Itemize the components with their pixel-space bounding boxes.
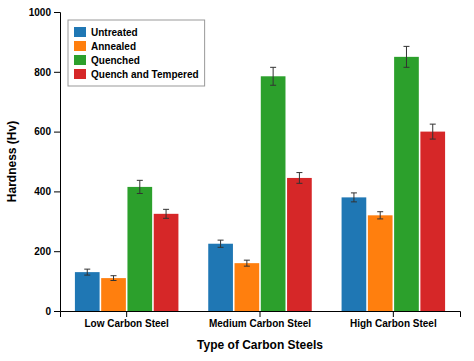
error-bar bbox=[218, 240, 224, 247]
y-axis: 0 200 400 600 800 1000 bbox=[29, 7, 61, 317]
x-tick-label: High Carbon Steel bbox=[350, 318, 437, 329]
legend-item: Untreated bbox=[74, 27, 138, 38]
y-tick-label: 400 bbox=[34, 186, 51, 197]
x-tick-mark bbox=[260, 311, 261, 317]
legend-label: Quenched bbox=[91, 55, 140, 66]
bar bbox=[287, 178, 312, 311]
error-bar bbox=[377, 212, 383, 219]
y-axis-line bbox=[54, 13, 61, 312]
y-tick: 600 bbox=[34, 126, 60, 137]
error-bar bbox=[244, 260, 250, 266]
legend-item: Quench and Tempered bbox=[74, 69, 199, 80]
series bbox=[75, 193, 366, 311]
error-bar bbox=[430, 124, 436, 139]
y-tick-mark bbox=[54, 191, 60, 192]
x-tick-label: Medium Carbon Steel bbox=[209, 318, 311, 329]
y-tick-mark bbox=[54, 12, 60, 13]
bar bbox=[342, 197, 367, 311]
bar bbox=[101, 278, 126, 311]
y-tick: 800 bbox=[34, 67, 60, 78]
plot: Low Carbon Steel Medium Carbon Steel High … bbox=[29, 7, 461, 329]
y-tick-mark bbox=[54, 251, 60, 252]
error-bar bbox=[403, 46, 409, 67]
legend-label: Quench and Tempered bbox=[91, 69, 199, 80]
legend-swatch bbox=[74, 55, 86, 65]
bar bbox=[154, 214, 179, 311]
error-bar bbox=[111, 276, 117, 281]
bar bbox=[127, 187, 152, 311]
legend-swatch bbox=[74, 69, 86, 79]
legend-label: Untreated bbox=[91, 27, 138, 38]
bar bbox=[235, 263, 260, 311]
x-tick-label: Low Carbon Steel bbox=[84, 318, 169, 329]
bar bbox=[75, 272, 100, 311]
y-tick-mark bbox=[54, 132, 60, 133]
y-tick-label: 0 bbox=[45, 306, 51, 317]
x-tick: Low Carbon Steel bbox=[84, 311, 169, 329]
error-bar bbox=[163, 209, 169, 218]
legend-item: Annealed bbox=[74, 41, 136, 52]
y-tick-label: 800 bbox=[34, 67, 51, 78]
error-bar bbox=[270, 67, 276, 85]
y-tick: 1000 bbox=[29, 7, 60, 18]
y-tick-label: 200 bbox=[34, 246, 51, 257]
legend-item: Quenched bbox=[74, 55, 140, 66]
error-bar bbox=[84, 269, 90, 275]
bar bbox=[394, 57, 419, 311]
x-axis: Low Carbon Steel Medium Carbon Steel High … bbox=[61, 311, 461, 329]
y-tick-label: 600 bbox=[34, 126, 51, 137]
bar bbox=[208, 244, 233, 311]
bar bbox=[261, 76, 286, 311]
error-bar bbox=[351, 193, 357, 202]
x-axis-line bbox=[61, 312, 461, 318]
y-tick: 200 bbox=[34, 246, 60, 257]
legend-frame bbox=[68, 20, 205, 86]
x-tick-mark bbox=[393, 311, 394, 317]
bar bbox=[368, 215, 393, 311]
x-axis-title: Type of Carbon Steels bbox=[197, 338, 323, 352]
legend-swatch bbox=[74, 27, 86, 37]
error-bar bbox=[296, 173, 302, 184]
y-tick: 0 bbox=[45, 306, 60, 317]
error-bar bbox=[137, 180, 143, 193]
y-tick-mark bbox=[54, 72, 60, 73]
legend-label: Annealed bbox=[91, 41, 136, 52]
y-tick: 400 bbox=[34, 186, 60, 197]
x-tick: Medium Carbon Steel bbox=[209, 311, 311, 329]
legend-swatch bbox=[74, 41, 86, 51]
chart: Low Carbon Steel Medium Carbon Steel High … bbox=[0, 0, 474, 361]
y-axis-title: Hardness (Hv) bbox=[5, 121, 19, 202]
y-tick-mark bbox=[54, 311, 60, 312]
x-tick: High Carbon Steel bbox=[350, 311, 437, 329]
bar bbox=[420, 132, 445, 311]
series bbox=[154, 124, 445, 311]
x-tick-mark bbox=[126, 311, 127, 317]
legend: Untreated Annealed Quenched Quench and Temp… bbox=[68, 20, 205, 86]
y-tick-label: 1000 bbox=[29, 7, 52, 18]
